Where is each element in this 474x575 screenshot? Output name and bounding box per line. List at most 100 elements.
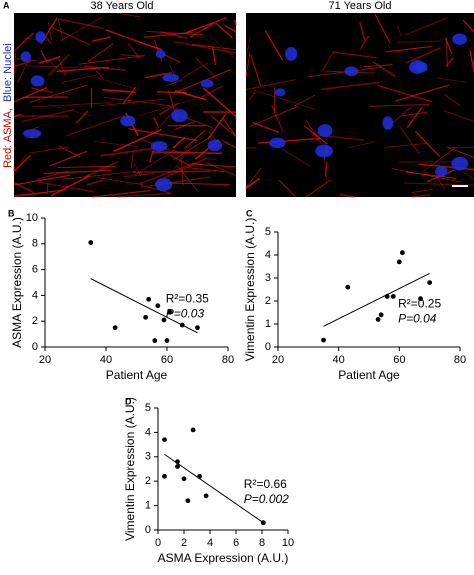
fiber <box>462 19 474 33</box>
nucleus <box>274 88 286 97</box>
fiber <box>86 179 104 186</box>
fiber <box>414 130 440 157</box>
x-tick-label: 20 <box>39 354 51 366</box>
trendline <box>323 272 430 327</box>
fiber <box>359 21 366 41</box>
fiber <box>405 47 441 64</box>
nucleus <box>30 75 45 87</box>
fiber <box>281 148 311 167</box>
fiber <box>156 90 187 94</box>
y-tick-label: 4 <box>145 426 151 438</box>
fiber <box>33 102 112 108</box>
fiber <box>192 43 237 51</box>
fiber <box>50 174 91 197</box>
x-tick-label: 20 <box>272 354 284 366</box>
fiber <box>134 150 174 176</box>
fiber <box>177 165 199 192</box>
fiber <box>369 103 430 107</box>
y-tick-label: 2 <box>32 315 38 327</box>
point <box>399 250 405 256</box>
nucleus <box>382 116 394 130</box>
fiber <box>403 182 474 186</box>
stain-blue: Blue: Nuclei <box>2 43 14 102</box>
fiber <box>377 84 432 103</box>
fiber <box>122 87 136 105</box>
fiber <box>404 17 448 36</box>
fiber <box>58 18 104 30</box>
nucleus <box>23 128 42 139</box>
fiber <box>99 98 166 107</box>
fiber <box>13 60 32 68</box>
fiber <box>59 16 103 42</box>
fiber <box>43 169 112 175</box>
x-axis-label: Patient Age <box>106 368 168 382</box>
x-axis-label: Patient Age <box>338 368 400 382</box>
fiber <box>469 50 474 72</box>
fiber <box>184 129 206 149</box>
point <box>112 325 118 331</box>
fiber <box>123 172 155 178</box>
fiber <box>248 91 256 101</box>
fiber <box>396 40 442 43</box>
nucleus <box>344 66 359 77</box>
point <box>195 325 200 331</box>
fiber <box>75 110 89 125</box>
stat-annotation: P=0.03 <box>166 306 205 320</box>
fiber <box>57 57 66 76</box>
fiber <box>406 107 423 128</box>
fiber <box>160 31 188 39</box>
fiber <box>16 63 28 84</box>
fiber <box>443 110 474 122</box>
fiber <box>14 174 71 186</box>
fiber <box>40 53 66 76</box>
nucleus <box>285 47 298 61</box>
fiber <box>252 122 280 133</box>
fiber <box>61 74 97 83</box>
fiber <box>447 146 474 158</box>
y-tick-label: 10 <box>26 212 38 224</box>
y-tick-label: 3 <box>145 451 151 463</box>
fiber <box>245 51 251 77</box>
fiber <box>130 151 135 169</box>
fiber <box>187 167 225 173</box>
x-tick-label: 60 <box>161 354 173 366</box>
point <box>378 312 384 318</box>
trendline <box>90 278 198 334</box>
fiber <box>249 105 299 128</box>
fiber <box>294 94 316 106</box>
fiber <box>144 71 173 79</box>
fiber <box>271 104 284 131</box>
nucleus <box>171 109 188 123</box>
fiber <box>78 55 145 65</box>
nucleus <box>20 51 31 63</box>
fiber <box>29 84 88 103</box>
fiber <box>391 168 462 183</box>
fiber <box>386 45 432 53</box>
fiber <box>257 137 320 144</box>
fiber <box>13 154 32 172</box>
fiber <box>305 179 332 198</box>
fiber <box>144 31 193 38</box>
fiber <box>346 141 376 149</box>
fiber <box>463 171 474 180</box>
fiber <box>102 88 136 93</box>
fiber <box>210 115 237 137</box>
fiber <box>25 65 96 69</box>
y-tick-label: 5 <box>145 402 151 414</box>
fiber <box>128 128 198 142</box>
nucleus <box>451 156 469 171</box>
fiber <box>245 36 251 59</box>
y-tick-label: 5 <box>265 226 271 238</box>
y-tick-label: 4 <box>265 249 271 261</box>
fiber <box>339 193 355 198</box>
fiber <box>84 161 119 178</box>
fiber <box>395 84 450 102</box>
fiber <box>305 119 322 144</box>
fiber <box>38 56 61 64</box>
fiber <box>189 22 216 38</box>
nucleus <box>155 50 166 59</box>
y-tick-label: 8 <box>32 238 38 250</box>
y-tick-label: 2 <box>145 475 151 487</box>
y-tick-label: 1 <box>145 500 151 512</box>
point <box>175 459 180 465</box>
